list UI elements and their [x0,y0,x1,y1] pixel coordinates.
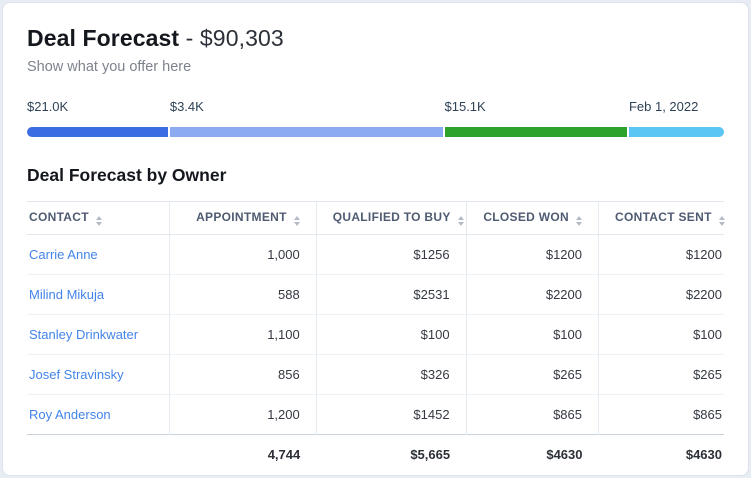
table-row: Milind Mikuja 588 $2531 $2200 $2200 [27,274,724,315]
cell-appointment: 588 [169,274,317,315]
cell-qualified-to-buy: $100 [315,314,467,355]
progress-segment-bar[interactable] [628,127,724,137]
progress-bar: $21.0K $3.4K $15.1K Feb 1, 2022 [27,99,724,137]
table-row: Josef Stravinsky 856 $326 $265 $265 [27,354,724,395]
column-header-appointment[interactable]: APPOINTMENT [169,201,317,235]
column-header-label: CONTACT [29,210,89,224]
progress-segment-label: Feb 1, 2022 [628,99,699,114]
cell-appointment: 1,100 [169,314,317,355]
column-header-qualified-to-buy[interactable]: QUALIFIED TO BUY [315,201,467,235]
cell-contact: Josef Stravinsky [27,354,170,395]
cell-contact-sent: $2200 [598,274,724,315]
cell-qualified-to-buy: $1452 [315,394,467,435]
contact-link[interactable]: Carrie Anne [29,247,98,262]
cell-closed-won: $1200 [465,234,599,275]
cell-closed-won: $865 [465,394,599,435]
progress-segment[interactable]: Feb 1, 2022 [628,99,724,137]
contact-link[interactable]: Stanley Drinkwater [29,327,139,342]
totals-cell-closed-won: $4630 [466,434,599,478]
table-row: Roy Anderson 1,200 $1452 $865 $865 [27,394,724,435]
contact-link[interactable]: Josef Stravinsky [29,367,124,382]
page-title-value: - $90,303 [185,25,284,51]
cell-appointment: 1,000 [169,234,317,275]
totals-cell-contact-sent: $4630 [598,434,724,478]
totals-cell-appointment: 4,744 [169,434,317,478]
sort-icon[interactable] [95,216,102,226]
progress-segment-label: $15.1K [444,99,486,114]
column-header-label: QUALIFIED TO BUY [332,210,451,224]
sort-icon[interactable] [718,216,725,226]
cell-qualified-to-buy: $1256 [315,234,467,275]
cell-contact-sent: $865 [598,394,724,435]
column-header-contact-sent[interactable]: CONTACT SENT [598,201,725,235]
cell-contact: Carrie Anne [27,234,170,275]
cell-contact: Roy Anderson [27,395,170,435]
cell-qualified-to-buy: $2531 [315,274,467,315]
cell-contact-sent: $265 [598,354,724,395]
progress-segment[interactable]: $3.4K [169,99,443,137]
cell-contact: Stanley Drinkwater [27,314,170,355]
cell-closed-won: $2200 [465,274,599,315]
table-header-row: CONTACT APPOINTMENT QUALIFIED TO BUY CLOSED… [27,201,725,235]
cell-appointment: 1,200 [169,394,317,435]
cell-qualified-to-buy: $326 [315,354,467,395]
column-header-label: CONTACT SENT [615,210,712,224]
table-row: Stanley Drinkwater 1,100 $100 $100 $100 [27,314,724,355]
progress-segment-bar[interactable] [27,127,168,137]
progress-segment-label: $3.4K [169,99,204,114]
section-title: Deal Forecast by Owner [27,165,227,185]
cell-contact-sent: $100 [598,314,724,355]
progress-segment-bar[interactable] [444,127,627,137]
deal-forecast-table: CONTACT APPOINTMENT QUALIFIED TO BUY CLOSED… [27,201,725,478]
contact-link[interactable]: Milind Mikuja [29,287,105,302]
page-title: Deal Forecast - $90,303 [27,25,724,52]
table-row: Carrie Anne 1,000 $1256 $1200 $1200 [27,234,724,275]
column-header-label: APPOINTMENT [196,210,287,224]
column-header-closed-won[interactable]: CLOSED WON [465,201,599,235]
cell-closed-won: $265 [465,354,599,395]
progress-segment[interactable]: $15.1K [444,99,627,137]
cell-contact: Milind Mikuja [27,274,170,315]
sort-icon[interactable] [576,216,582,226]
page-subtitle: Show what you offer here [27,59,192,75]
table-body: Carrie Anne 1,000 $1256 $1200 $1200 Milind Mi… [27,234,724,435]
totals-cell-contact [27,434,170,478]
totals-row: 4,744 $5,665 $4630 $4630 [27,434,724,478]
progress-segment[interactable]: $21.0K [27,99,168,137]
progress-segment-bar[interactable] [169,127,443,137]
sort-icon[interactable] [457,216,464,226]
progress-segment-label: $21.0K [27,99,69,114]
cell-appointment: 856 [169,354,317,395]
column-header-contact[interactable]: CONTACT [27,201,170,235]
column-header-label: CLOSED WON [483,210,569,224]
sort-icon[interactable] [293,216,300,226]
contact-link[interactable]: Roy Anderson [29,407,111,422]
page-title-text: Deal Forecast [27,25,180,51]
cell-contact-sent: $1200 [598,234,724,275]
cell-closed-won: $100 [465,314,599,355]
totals-cell-qualified-to-buy: $5,665 [316,434,467,478]
